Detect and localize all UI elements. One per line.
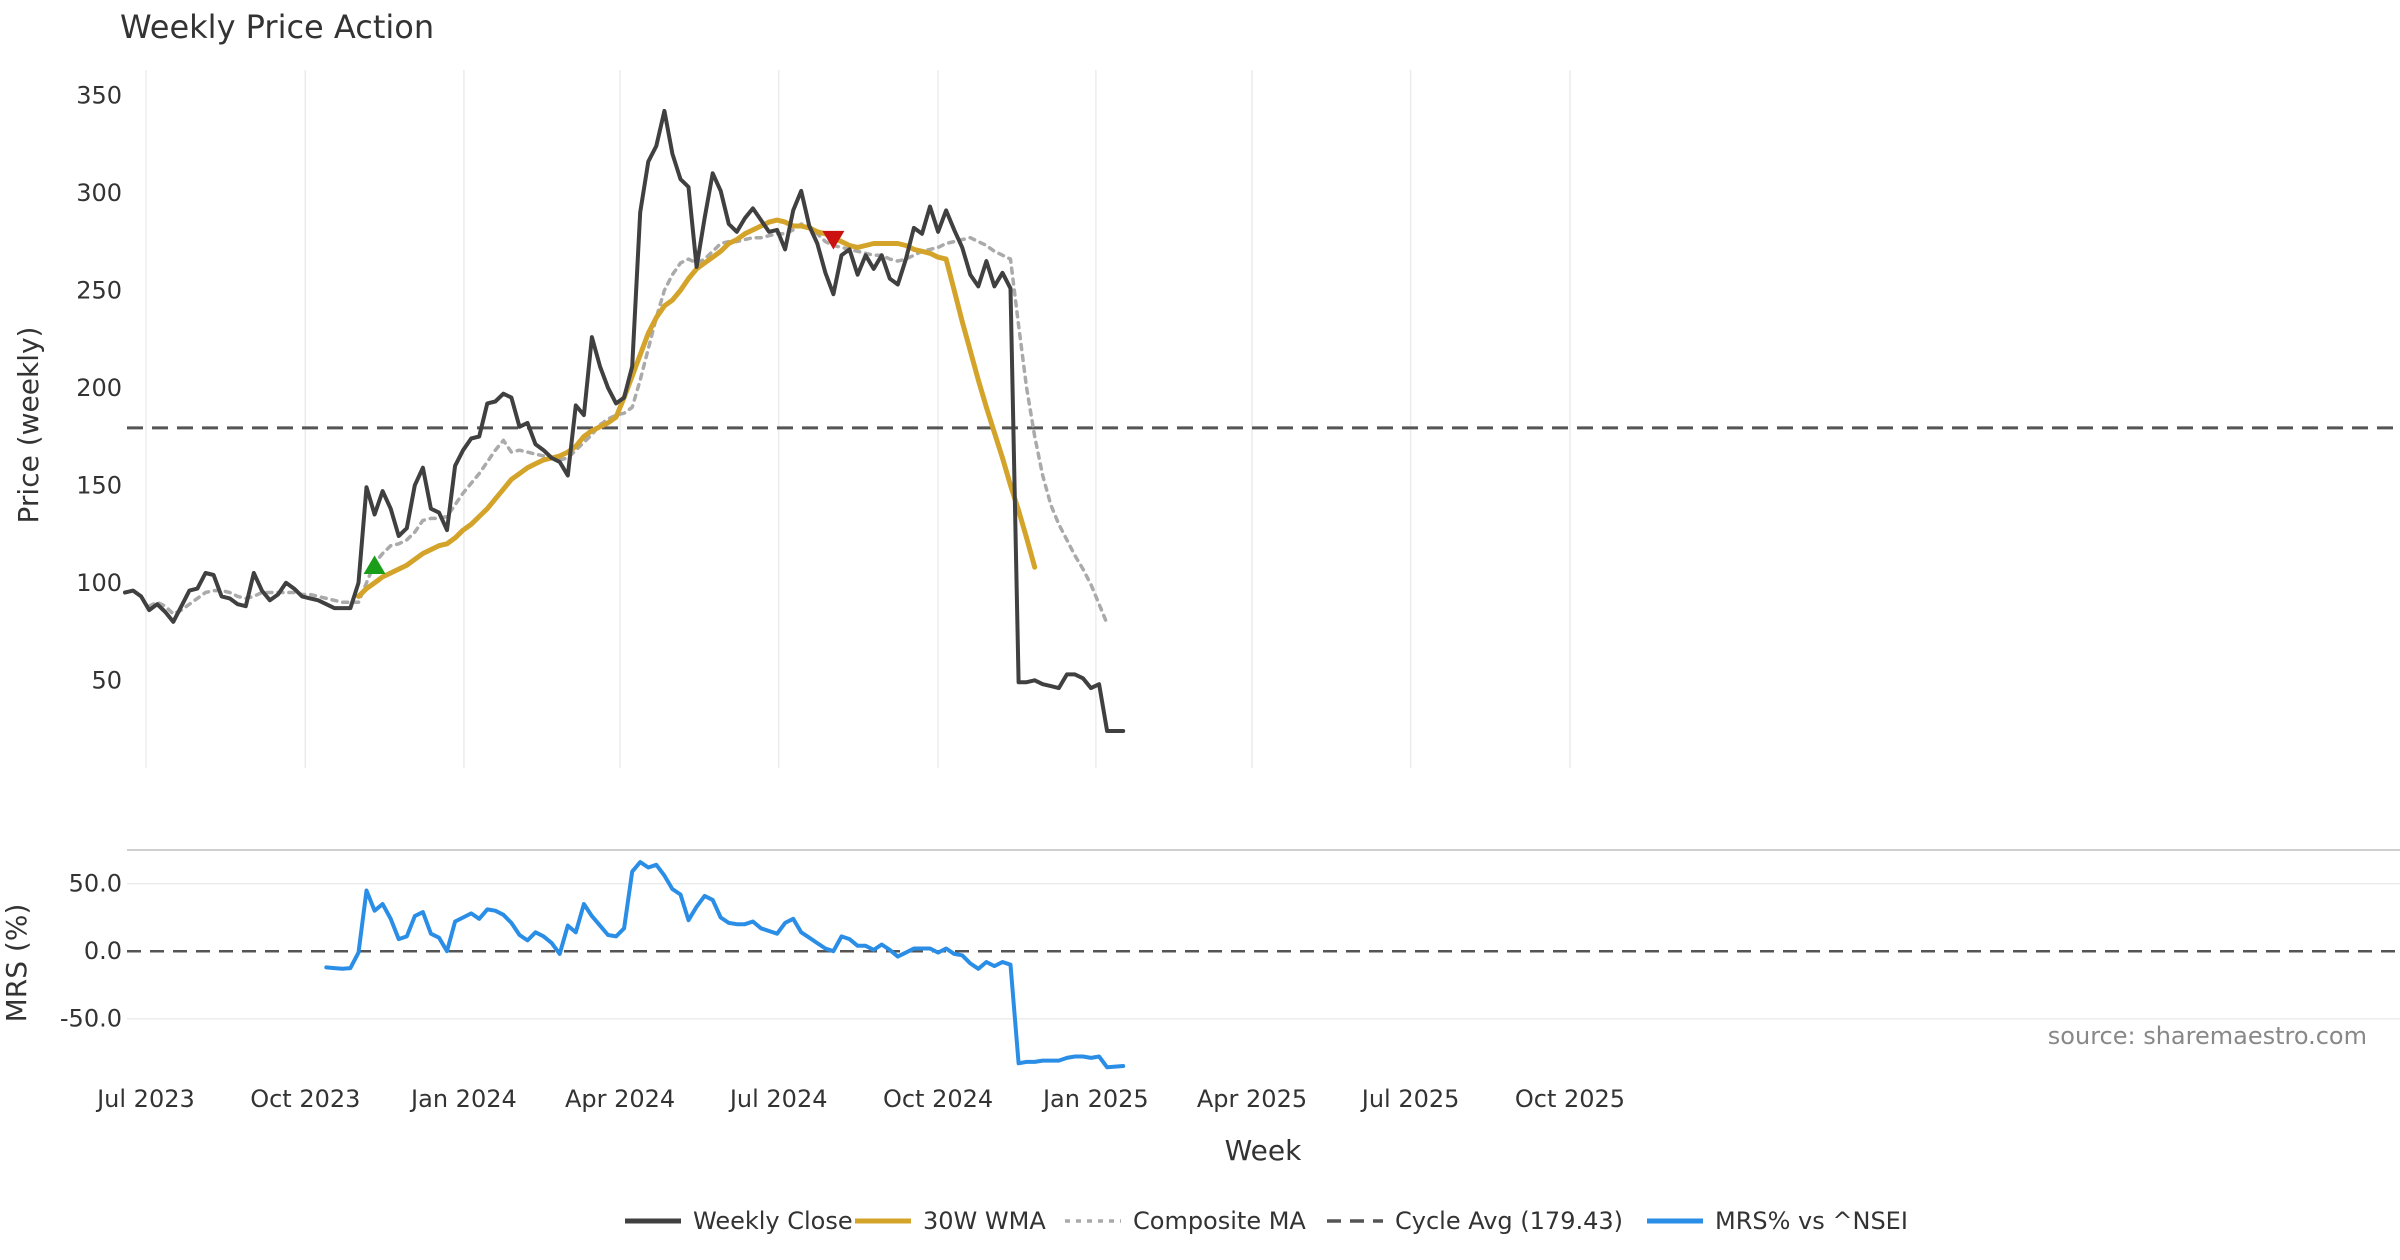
mrs-y-tick-label: 50.0 [69, 870, 122, 898]
mrs-y-tick-label: -50.0 [60, 1005, 122, 1033]
price-y-tick-label: 50 [91, 666, 122, 694]
legend-item: Cycle Avg (179.43) [1327, 1207, 1623, 1235]
price-y-tick-label: 100 [76, 569, 122, 597]
x-tick-label: Oct 2025 [1515, 1085, 1625, 1113]
x-tick-label: Jul 2023 [95, 1085, 195, 1113]
mrs-grid [127, 849, 2400, 1020]
source-note: source: sharemaestro.com [2048, 1022, 2367, 1050]
wma-30w-line [356, 217, 1038, 599]
axis-labels: Jul 2023 Oct 2023 Jan 2024 Apr 2024 Jul 2024… [60, 81, 1625, 1113]
price-y-tick-label: 150 [76, 471, 122, 499]
legend-label: Composite MA [1133, 1207, 1306, 1235]
x-tick-label: Oct 2023 [250, 1085, 360, 1113]
chart-title: Weekly Price Action [120, 8, 434, 46]
legend-label: MRS% vs ^NSEI [1715, 1207, 1908, 1235]
legend: Weekly Close 30W WMA Composite MA Cycle Avg… [625, 1207, 1908, 1235]
x-axis-label: Week [1225, 1134, 1302, 1167]
price-y-tick-label: 300 [76, 179, 122, 207]
price-y-tick-label: 200 [76, 374, 122, 402]
legend-item: Weekly Close [625, 1207, 853, 1235]
x-tick-label: Jan 2024 [409, 1085, 517, 1113]
x-tick-label: Apr 2024 [565, 1085, 675, 1113]
mrs-y-tick-label: 0.0 [84, 937, 122, 965]
mrs-line [324, 860, 1126, 1070]
price-y-tick-label: 250 [76, 276, 122, 304]
x-tick-label: Jul 2025 [1360, 1085, 1460, 1113]
legend-label: Cycle Avg (179.43) [1395, 1207, 1623, 1235]
price-y-axis-label: Price (weekly) [12, 327, 45, 524]
composite-ma-line [147, 222, 1109, 626]
x-tick-label: Jul 2024 [728, 1085, 828, 1113]
legend-item: 30W WMA [855, 1207, 1046, 1235]
mrs-y-axis-label: MRS (%) [0, 904, 33, 1023]
sell-signal-marker [822, 230, 845, 250]
x-tick-label: Jan 2025 [1041, 1085, 1149, 1113]
price-y-tick-label: 350 [76, 81, 122, 109]
buy-signal-marker [363, 555, 386, 575]
mrs-series-group [324, 860, 1126, 1070]
price-series-group [123, 108, 1126, 733]
price-grid [127, 70, 2400, 768]
weekly-close-line [123, 108, 1126, 733]
x-tick-label: Apr 2025 [1197, 1085, 1307, 1113]
x-tick-label: Oct 2024 [883, 1085, 993, 1113]
legend-label: 30W WMA [923, 1207, 1046, 1235]
legend-label: Weekly Close [693, 1207, 853, 1235]
legend-item: MRS% vs ^NSEI [1647, 1207, 1908, 1235]
legend-item: Composite MA [1065, 1207, 1306, 1235]
